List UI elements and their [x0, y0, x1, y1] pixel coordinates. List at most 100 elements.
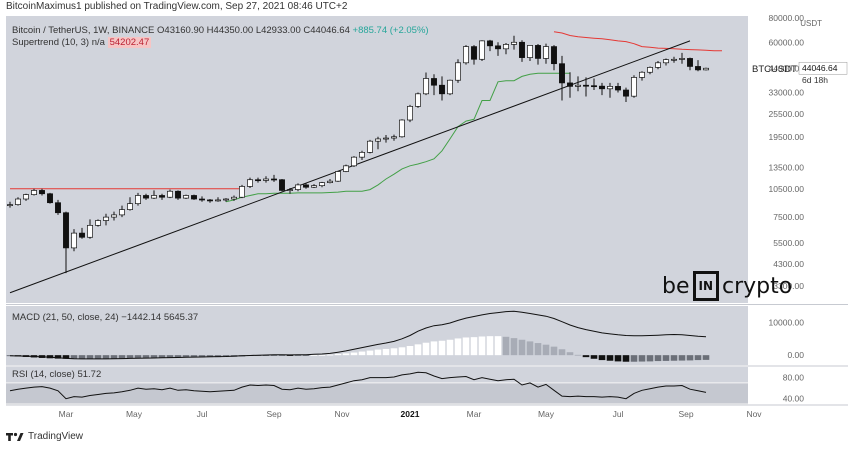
macd-histogram-bar	[598, 355, 606, 361]
candle-body	[111, 214, 117, 218]
supertrend-value: 54202.47	[107, 37, 152, 48]
candle-body	[599, 85, 605, 90]
candle-body	[239, 186, 245, 198]
candle-body	[303, 184, 309, 188]
candle-body	[175, 190, 181, 199]
tradingview-footer[interactable]: TradingView	[6, 431, 83, 442]
macd-histogram-bar	[310, 355, 318, 356]
candle-body	[471, 46, 477, 60]
price-axis-currency: USDT	[800, 19, 822, 28]
macd-histogram-bar	[182, 355, 190, 358]
macd-histogram-bar	[398, 347, 406, 356]
rsi-line	[9, 371, 707, 400]
macd-histogram-bar	[142, 355, 150, 358]
macd-histogram-bar	[462, 337, 470, 356]
macd-histogram-bar	[366, 350, 374, 356]
candle-body	[135, 195, 141, 205]
rsi-tick-label: 40.00	[783, 394, 805, 404]
rsi-value: 51.72	[77, 369, 102, 380]
supertrend-label: Supertrend (10, 3)	[12, 37, 90, 48]
candle-body	[455, 62, 461, 81]
price-tick-label: 44000.00	[769, 63, 805, 73]
candle-body	[439, 84, 445, 95]
publish-info: published on TradingView.com, Sep 27, 20…	[84, 1, 348, 12]
supertrend-legend[interactable]: Supertrend (10, 3) n/a 54202.47	[12, 37, 152, 48]
macd-histogram-bar	[654, 355, 662, 362]
macd-histogram-bar	[262, 355, 270, 356]
time-tick-label: Nov	[334, 409, 350, 419]
time-tick-label: Jul	[197, 409, 208, 419]
macd-histogram-bar	[78, 355, 86, 359]
candle-body	[695, 66, 701, 71]
macd-histogram-bar	[470, 337, 478, 356]
time-tick-label: Sep	[266, 409, 281, 419]
candle-body	[503, 44, 509, 50]
candle-body	[535, 45, 541, 59]
supertrend-na: n/a	[91, 37, 105, 48]
macd-histogram-bar	[190, 355, 198, 358]
candle-body	[279, 179, 285, 191]
price-tick-label: 19500.00	[769, 132, 805, 142]
candle-body	[583, 84, 589, 87]
macd-histogram-bar	[270, 355, 278, 356]
macd-histogram-bar	[606, 355, 614, 361]
macd-histogram-bar	[286, 355, 294, 356]
candle-body	[575, 84, 581, 87]
candle-body	[551, 46, 557, 65]
macd-histogram-bar	[622, 355, 630, 362]
candle-body	[447, 79, 453, 95]
macd-value-1: −1442.14	[121, 312, 162, 323]
candle-body	[295, 184, 301, 190]
candle-body	[655, 62, 661, 68]
logo-be: be	[662, 273, 690, 299]
candle-body	[527, 45, 533, 58]
macd-histogram-bar	[86, 355, 94, 359]
candle-body	[511, 41, 517, 45]
price-tick-label: 4300.00	[773, 259, 804, 269]
candle-body	[607, 86, 613, 90]
candle-body	[327, 180, 333, 183]
candle-body	[487, 40, 493, 47]
macd-tick-label: 10000.00	[769, 317, 805, 327]
candle-body	[391, 136, 397, 139]
price-tick-label: 5500.00	[773, 238, 804, 248]
macd-label: MACD (21, 50, close, 24)	[12, 312, 119, 323]
candle-body	[223, 198, 229, 201]
macd-legend[interactable]: MACD (21, 50, close, 24) −1442.14 5645.3…	[12, 312, 198, 323]
rsi-label: RSI (14, close)	[12, 369, 75, 380]
candle-body	[63, 212, 69, 249]
candle-body	[335, 171, 341, 182]
price-tick-label: 80000.00	[769, 13, 805, 23]
symbol-name[interactable]: Bitcoin / TetherUS, 1W, BINANCE	[12, 25, 155, 36]
macd-histogram-bar	[438, 340, 446, 356]
candle-body	[687, 58, 693, 67]
candle-body	[47, 193, 53, 204]
macd-histogram-bar	[502, 336, 510, 356]
candle-body	[463, 46, 469, 64]
candle-body	[151, 195, 157, 199]
candle-body	[119, 209, 125, 216]
price-tick-label: 10500.00	[769, 184, 805, 194]
publisher-name[interactable]: BitcoinMaximus1	[6, 1, 82, 12]
tradingview-logo-text: TradingView	[28, 431, 84, 442]
macd-histogram-bar	[630, 355, 638, 362]
macd-histogram-bar	[662, 355, 670, 361]
macd-histogram-bar	[118, 355, 126, 359]
candle-body	[415, 93, 421, 107]
price-tick-label: 25500.00	[769, 109, 805, 119]
symbol-tag: BTCUSDT	[752, 64, 797, 75]
macd-histogram-bar	[454, 338, 462, 356]
macd-histogram-bar	[62, 355, 70, 359]
candle-body	[263, 178, 269, 181]
candle-body	[55, 202, 61, 214]
price-tick-label: 13500.00	[769, 163, 805, 173]
candle-body	[559, 63, 565, 84]
macd-histogram-bar	[102, 355, 110, 359]
logo-crypto: crypto	[722, 273, 793, 299]
candle-body	[15, 198, 21, 205]
rsi-legend[interactable]: RSI (14, close) 51.72	[12, 369, 101, 380]
macd-histogram-bar	[558, 349, 566, 356]
bar-countdown: 6d 18h	[802, 75, 828, 85]
